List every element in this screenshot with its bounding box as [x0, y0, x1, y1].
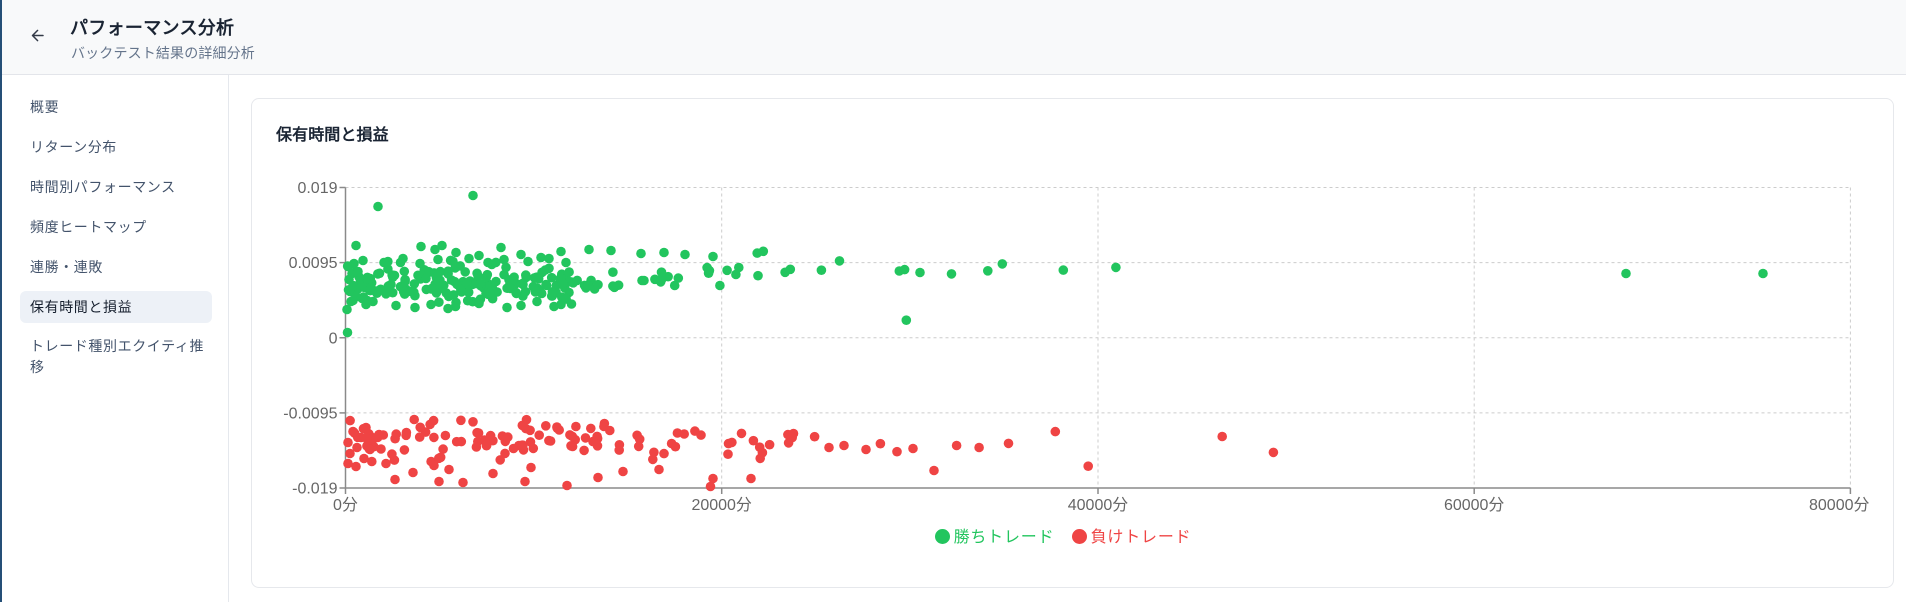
svg-text:80000分: 80000分: [1809, 496, 1870, 514]
svg-text:0: 0: [329, 330, 338, 347]
svg-text:20000分: 20000分: [691, 496, 752, 514]
svg-text:0分: 0分: [333, 496, 358, 514]
svg-text:0.0095: 0.0095: [289, 255, 338, 272]
svg-text:-0.019: -0.019: [292, 480, 337, 497]
svg-text:40000分: 40000分: [1068, 496, 1129, 514]
svg-text:-0.0095: -0.0095: [283, 405, 337, 422]
svg-text:60000分: 60000分: [1444, 496, 1505, 514]
svg-text:0.019: 0.019: [297, 180, 337, 197]
